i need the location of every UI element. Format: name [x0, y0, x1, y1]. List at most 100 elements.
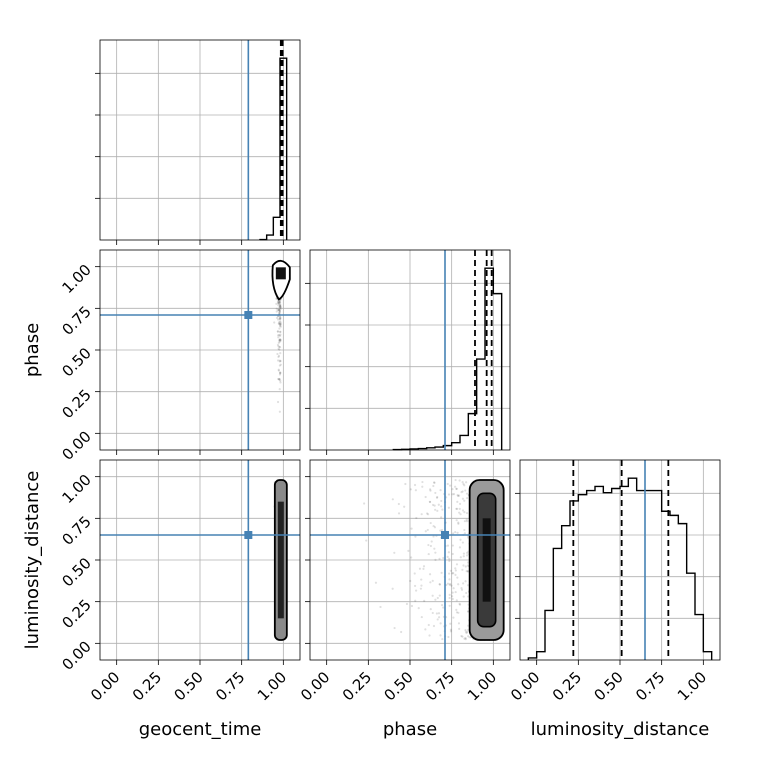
sample-point — [420, 615, 423, 619]
sample-point — [442, 606, 445, 609]
sample-point — [278, 327, 281, 330]
sample-point — [276, 330, 279, 333]
sample-point — [414, 599, 417, 602]
sample-point — [456, 494, 459, 497]
contours-geocent_time-luminosity_distance — [273, 479, 288, 641]
x-tick-label: 0.50 — [380, 668, 416, 704]
sample-point — [409, 488, 412, 491]
sample-point — [465, 570, 468, 573]
sample-point — [467, 561, 470, 564]
x-tick-label: 0.50 — [590, 668, 626, 704]
sample-point — [433, 481, 436, 484]
sample-point — [455, 487, 458, 490]
sample-point — [279, 381, 282, 384]
sample-point — [278, 305, 282, 308]
sample-point — [278, 345, 282, 349]
sample-point — [278, 305, 281, 309]
sample-point — [465, 518, 468, 521]
sample-point — [465, 497, 469, 500]
sample-point — [455, 507, 458, 510]
sample-point — [458, 603, 462, 606]
sample-point — [432, 535, 435, 538]
sample-point — [434, 508, 437, 511]
sample-point — [433, 526, 437, 529]
sample-point — [407, 549, 410, 552]
sample-point — [279, 305, 282, 308]
sample-point — [454, 485, 457, 488]
x-tick-label: 0.00 — [87, 668, 123, 704]
sample-point — [276, 300, 280, 303]
contours-phase-luminosity_distance — [468, 479, 505, 641]
sample-point — [454, 478, 457, 482]
sample-point — [436, 509, 439, 512]
sample-point — [276, 334, 280, 337]
sample-point — [456, 531, 459, 534]
y-tick-label: 0.50 — [58, 344, 94, 380]
sample-point — [276, 359, 280, 362]
sample-point — [279, 338, 282, 341]
sample-point — [455, 519, 458, 522]
sample-point — [277, 308, 280, 311]
sample-point — [432, 481, 436, 484]
sample-point — [461, 541, 464, 544]
sample-point — [449, 628, 452, 631]
sample-point — [278, 345, 281, 349]
sample-point — [277, 369, 280, 372]
sample-point — [446, 544, 450, 547]
sample-point — [449, 484, 452, 487]
sample-point — [434, 558, 437, 561]
sample-point — [278, 301, 282, 304]
sample-point — [279, 305, 282, 308]
sample-point — [457, 583, 460, 586]
sample-point — [465, 554, 469, 557]
sample-point — [436, 618, 439, 621]
sample-point — [460, 586, 463, 590]
sample-point — [441, 637, 444, 641]
sample-point — [463, 528, 466, 532]
sample-point — [457, 622, 461, 625]
x-tick-label: 1.00 — [464, 668, 500, 704]
sample-point — [429, 521, 432, 525]
sample-point — [279, 303, 282, 306]
sample-point — [279, 321, 282, 324]
sample-point — [466, 610, 470, 613]
sample-point — [466, 551, 469, 555]
sample-point — [278, 308, 281, 311]
y-axis-label-luminosity_distance: luminosity_distance — [22, 471, 43, 650]
x-tick-label: 0.75 — [632, 668, 668, 704]
sample-point — [279, 340, 282, 343]
sample-point — [431, 611, 434, 615]
sample-point — [439, 634, 442, 637]
histogram-geocent_time — [259, 57, 288, 241]
sample-point — [391, 587, 394, 590]
y-tick-label: 0.75 — [58, 512, 94, 548]
sample-point — [420, 578, 423, 581]
sample-point — [452, 572, 455, 575]
sample-point — [447, 551, 450, 554]
truth-marker — [244, 311, 253, 319]
sample-point — [415, 589, 418, 592]
sample-point — [278, 359, 281, 362]
x-tick-label: 0.25 — [549, 668, 585, 704]
sample-point — [273, 321, 276, 324]
sample-point — [452, 532, 455, 535]
sample-point — [446, 482, 449, 486]
sample-point — [454, 567, 457, 570]
sample-point — [421, 480, 424, 484]
sample-point — [438, 583, 442, 586]
grid-0-0 — [100, 40, 300, 240]
sample-point — [277, 304, 280, 307]
sample-point — [462, 564, 465, 567]
sample-point — [429, 500, 432, 504]
sample-point — [278, 348, 281, 351]
sample-point — [437, 503, 440, 506]
sample-point — [278, 324, 282, 328]
sample-point — [438, 594, 441, 597]
sample-point — [455, 608, 458, 611]
sample-point — [410, 556, 413, 559]
sample-point — [448, 583, 451, 586]
sample-point — [467, 536, 470, 539]
sample-point — [427, 623, 430, 627]
sample-point — [427, 543, 430, 547]
sample-point — [461, 509, 465, 512]
